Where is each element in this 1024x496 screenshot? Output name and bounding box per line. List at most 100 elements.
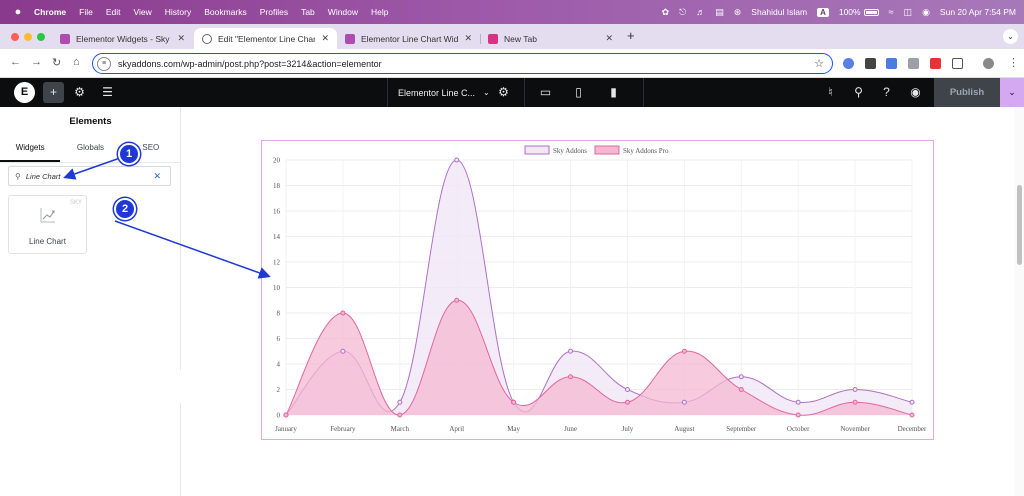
bluetooth-icon[interactable]: ⊛ [733, 6, 742, 17]
browser-tab-3[interactable]: Elementor Line Chart Widget ✕ [337, 28, 480, 49]
tab-widgets[interactable]: Widgets [0, 136, 61, 162]
responsive-device-switcher [524, 78, 644, 107]
menu-bookmarks[interactable]: Bookmarks [204, 7, 247, 17]
menubar-clock[interactable]: Sun 20 Apr 7:54 PM [939, 7, 1016, 17]
mobile-view-icon[interactable]: ▮ [610, 85, 617, 99]
browser-tab-1[interactable]: Elementor Widgets - Sky Add ✕ [52, 28, 193, 49]
x-tick-label: June [564, 425, 577, 433]
desktop-view-icon[interactable]: ▭ [539, 85, 552, 99]
data-point [852, 399, 858, 405]
publish-button[interactable]: Publish [934, 78, 1000, 107]
extension-translate-icon[interactable] [886, 58, 897, 69]
line-chart-widget[interactable]: 0 2 4 6 8 10 12 14 16 18 20 January February March Apr… [261, 140, 934, 440]
reload-icon[interactable]: ↻ [52, 57, 62, 69]
window-zoom-button[interactable] [37, 33, 45, 41]
menu-app-name[interactable]: Chrome [34, 7, 67, 17]
address-bar[interactable]: ≡ skyaddons.com/wp-admin/post.php?post=3… [92, 53, 833, 74]
add-element-plus-icon[interactable]: + [43, 82, 64, 103]
extension-chrome-icon[interactable] [843, 58, 854, 69]
close-icon[interactable]: ✕ [177, 33, 185, 43]
document-title-dropdown[interactable]: Elementor Line C... ⌄ [387, 78, 522, 107]
preview-eye-icon[interactable]: ◉ [910, 85, 921, 99]
apple-icon[interactable]: ● [14, 6, 22, 18]
y-tick-label: 6 [277, 335, 281, 343]
tab-title: Elementor Line Chart Widget [361, 33, 459, 44]
menu-window[interactable]: Window [327, 7, 359, 17]
status-area: ✿ ⎋ ♬ ▤ ⊛ Shahidul Islam A 100% ≈ ◫ ◉ Su… [652, 0, 1016, 24]
new-tab-plus-icon[interactable]: + [627, 28, 635, 43]
extension-image-icon[interactable] [908, 58, 919, 69]
menu-view[interactable]: View [133, 7, 152, 17]
x-tick-label: August [674, 425, 694, 433]
menubar-user[interactable]: Shahidul Islam [751, 7, 808, 17]
publish-options-chevron-icon[interactable]: ⌄ [1000, 78, 1024, 107]
help-question-icon[interactable]: ? [883, 85, 890, 99]
tab-title: Edit "Elementor Line Chart W [218, 33, 316, 44]
chevron-down-icon: ⌄ [483, 88, 490, 97]
window-close-button[interactable] [11, 33, 19, 41]
canvas-scrollbar[interactable] [1015, 107, 1024, 496]
site-settings-sliders-icon[interactable]: ⚙ [74, 85, 85, 99]
siri-icon[interactable]: ◉ [922, 6, 930, 17]
x-tick-label: September [726, 425, 757, 433]
structure-layers-icon[interactable]: ☰ [102, 85, 113, 99]
extension-red-icon[interactable] [930, 58, 941, 69]
window-minimize-button[interactable] [24, 33, 32, 41]
forward-arrow-icon[interactable]: → [31, 56, 42, 68]
series-area-2 [286, 300, 912, 416]
close-icon[interactable]: ✕ [464, 33, 472, 43]
feather-icon[interactable]: ✿ [661, 6, 670, 17]
profile-avatar[interactable] [983, 58, 994, 69]
page-settings-gear-icon[interactable]: ⚙ [498, 85, 509, 99]
close-icon[interactable]: ✕ [605, 33, 613, 43]
site-info-icon[interactable]: ≡ [97, 56, 111, 71]
wifi-icon[interactable]: ≈ [888, 7, 894, 17]
display-icon[interactable]: ▤ [715, 6, 724, 17]
close-icon[interactable]: ✕ [321, 33, 329, 43]
menu-history[interactable]: History [164, 7, 192, 17]
panel-tabs: Widgets Globals SEO [0, 136, 181, 163]
x-tick-label: January [275, 425, 297, 433]
line-chart-widget-tile[interactable]: SKY Line Chart [8, 195, 87, 254]
extension-shield-icon[interactable] [865, 58, 876, 69]
data-point [624, 387, 630, 392]
document-title: Elementor Line C... [398, 87, 476, 98]
menu-tab[interactable]: Tab [301, 7, 315, 17]
menu-edit[interactable]: Edit [105, 7, 121, 17]
bookmark-star-icon[interactable]: ☆ [814, 58, 824, 70]
elementor-widget-panel: Elements Widgets Globals SEO ⚲ ✕ SKY Lin… [0, 107, 181, 496]
control-center-icon[interactable]: ◫ [903, 6, 913, 17]
menu-file[interactable]: File [79, 7, 93, 17]
scrollbar-thumb[interactable] [1017, 185, 1022, 265]
home-icon[interactable]: ⌂ [73, 56, 80, 68]
browser-tab-4[interactable]: New Tab ✕ [480, 28, 621, 49]
fork-icon[interactable]: ⎋ [679, 6, 687, 17]
extensions-puzzle-icon[interactable] [952, 58, 963, 69]
battery-indicator[interactable]: 100% [839, 7, 879, 17]
notifications-megaphone-icon[interactable]: ♮ [828, 85, 833, 99]
clear-search-icon[interactable]: ✕ [153, 171, 161, 181]
volume-icon[interactable]: ♬ [696, 7, 706, 17]
browser-tab-2[interactable]: Edit "Elementor Line Chart W ✕ [194, 28, 337, 49]
x-tick-label: May [507, 425, 520, 433]
tab-seo[interactable]: SEO [142, 143, 160, 152]
legend-swatch [594, 145, 620, 155]
back-arrow-icon[interactable]: ← [10, 56, 21, 68]
menu-help[interactable]: Help [371, 7, 389, 17]
menu-profiles[interactable]: Profiles [259, 7, 289, 17]
tablet-view-icon[interactable]: ▯ [575, 85, 582, 99]
elementor-logo-icon[interactable]: E [14, 82, 35, 103]
x-tick-label: October [787, 425, 810, 433]
x-tick-label: November [840, 425, 870, 433]
data-point [624, 399, 630, 405]
widget-search-input[interactable] [25, 171, 146, 181]
browser-menu-icon[interactable]: ⋮ [1008, 57, 1019, 69]
tab-search-chevron-icon[interactable]: ⌄ [1003, 29, 1018, 44]
legend-label: Sky Addons Pro [623, 147, 669, 155]
tab-globals[interactable]: Globals [76, 143, 105, 152]
widget-search-box[interactable]: ⚲ ✕ [8, 166, 171, 186]
data-point [738, 374, 744, 380]
input-source-badge[interactable]: A [817, 7, 829, 17]
finder-search-icon[interactable]: ⚲ [854, 85, 863, 99]
address-url[interactable]: skyaddons.com/wp-admin/post.php?post=321… [118, 58, 382, 69]
